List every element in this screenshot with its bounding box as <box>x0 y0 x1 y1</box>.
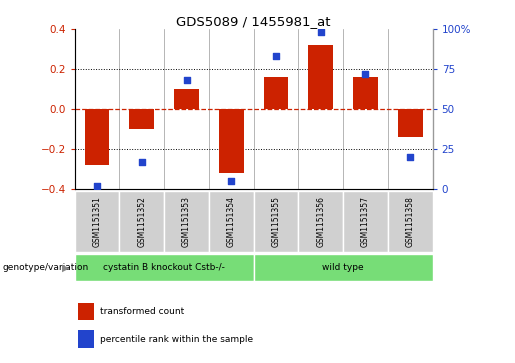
Bar <box>85 109 109 165</box>
Bar <box>264 77 288 109</box>
Bar <box>353 77 378 109</box>
Text: genotype/variation: genotype/variation <box>3 264 89 272</box>
Bar <box>308 45 333 109</box>
Point <box>272 53 280 59</box>
Text: percentile rank within the sample: percentile rank within the sample <box>100 335 253 343</box>
Bar <box>75 254 253 281</box>
Text: ▶: ▶ <box>62 263 70 273</box>
Bar <box>75 191 119 252</box>
Bar <box>209 191 253 252</box>
Text: GSM1151354: GSM1151354 <box>227 196 236 247</box>
Text: GSM1151357: GSM1151357 <box>361 196 370 247</box>
Text: cystatin B knockout Cstb-/-: cystatin B knockout Cstb-/- <box>103 263 225 272</box>
Bar <box>78 303 94 320</box>
Point <box>227 178 235 184</box>
Point <box>406 154 415 160</box>
Bar <box>119 191 164 252</box>
Bar <box>129 109 154 129</box>
Text: GSM1151352: GSM1151352 <box>138 196 146 247</box>
Text: GSM1151355: GSM1151355 <box>271 196 281 247</box>
Text: transformed count: transformed count <box>100 307 184 316</box>
Text: GSM1151353: GSM1151353 <box>182 196 191 247</box>
Bar <box>164 191 209 252</box>
Text: wild type: wild type <box>322 263 364 272</box>
Point <box>93 183 101 188</box>
Bar <box>298 191 343 252</box>
Bar <box>253 254 433 281</box>
Bar <box>219 109 244 173</box>
Bar <box>388 191 433 252</box>
Point <box>317 29 325 35</box>
Title: GDS5089 / 1455981_at: GDS5089 / 1455981_at <box>176 15 331 28</box>
Point <box>138 159 146 164</box>
Bar <box>78 330 94 348</box>
Text: GSM1151351: GSM1151351 <box>93 196 101 247</box>
Point <box>182 77 191 83</box>
Bar <box>253 191 298 252</box>
Bar <box>398 109 422 137</box>
Point <box>362 71 370 77</box>
Text: GSM1151356: GSM1151356 <box>316 196 325 247</box>
Bar <box>343 191 388 252</box>
Text: GSM1151358: GSM1151358 <box>406 196 415 247</box>
Bar <box>174 89 199 109</box>
